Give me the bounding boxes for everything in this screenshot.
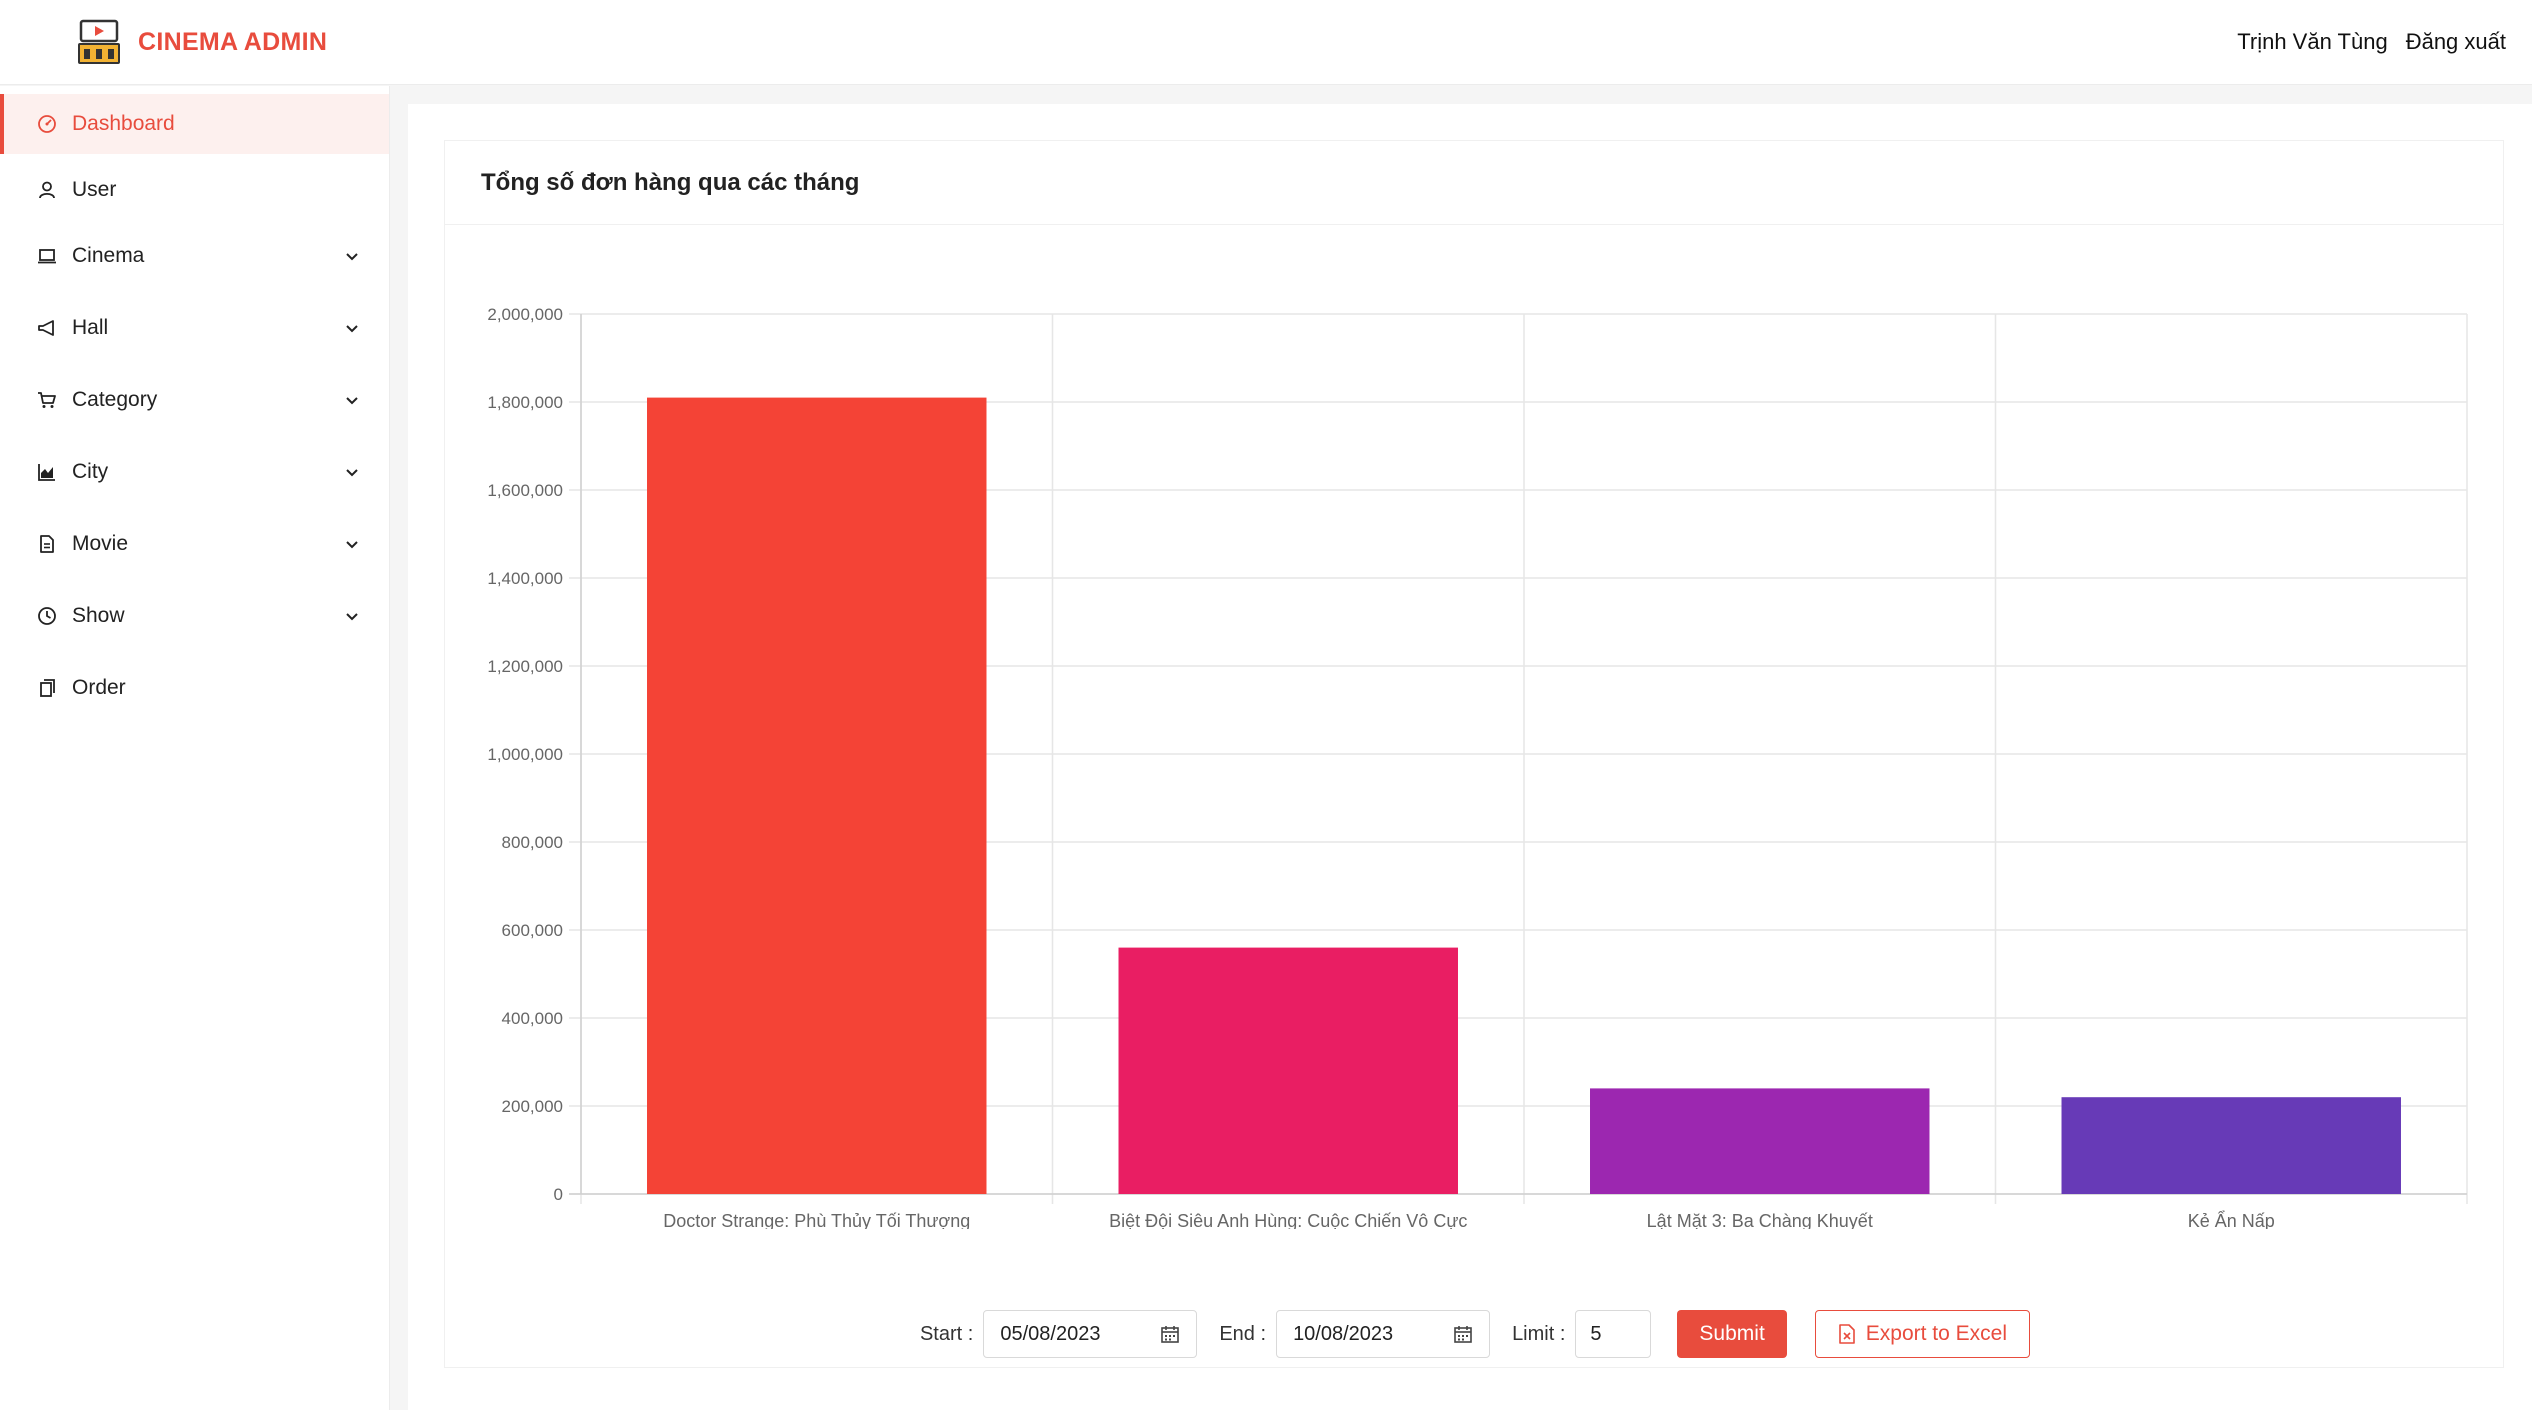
y-tick-label: 0 [554,1185,563,1204]
sidebar-item-city[interactable]: City [0,442,389,502]
export-excel-button[interactable]: Export to Excel [1814,1310,2031,1358]
file-icon [36,533,58,555]
start-label: Start : [919,1322,974,1345]
sidebar-item-label: Hall [72,316,109,339]
y-tick-label: 200,000 [502,1097,563,1116]
chevron-down-icon[interactable] [343,247,361,265]
sidebar-item-label: User [72,178,117,201]
limit-label: Limit : [1512,1322,1566,1345]
y-tick-label: 1,600,000 [487,481,563,500]
end-date-input[interactable] [1293,1322,1444,1346]
card-title: Tổng số đơn hàng qua các tháng [445,141,2503,225]
sidebar-item-label: City [72,460,109,483]
excel-file-icon [1838,1324,1855,1344]
y-tick-label: 1,200,000 [487,657,563,676]
limit-input[interactable] [1590,1322,1639,1346]
y-tick-label: 1,400,000 [487,569,563,588]
megaphone-icon [36,317,58,339]
end-label: End : [1219,1322,1267,1345]
sidebar-item-dashboard[interactable]: Dashboard [0,94,389,154]
bar [1118,947,1458,1194]
y-tick-label: 1,000,000 [487,745,563,764]
bar [2061,1097,2401,1194]
sidebar-item-label: Movie [72,532,129,555]
cart-icon [36,389,58,411]
header-user-area: Trịnh Văn Tùng Đăng xuất [2237,29,2506,55]
start-date-input[interactable] [1000,1322,1151,1346]
calendar-icon[interactable] [1453,1324,1473,1344]
bar [1590,1088,1930,1194]
sidebar-item-order[interactable]: Order [0,658,389,718]
orders-chart-card: Tổng số đơn hàng qua các tháng 0 200,000 4… [444,140,2504,1368]
chevron-down-icon[interactable] [343,319,361,337]
sidebar-item-label: Category [72,388,158,411]
y-tick-label: 2,000,000 [487,305,563,324]
main-content: Tổng số đơn hàng qua các tháng 0 200,000 4… [408,104,2532,1410]
chevron-down-icon[interactable] [343,463,361,481]
sidebar-item-label: Dashboard [72,112,175,135]
area-chart-icon [36,461,58,483]
chevron-down-icon[interactable] [343,391,361,409]
y-tick-label: 1,800,000 [487,393,563,412]
bar-chart: 0 200,000 400,000 600,000 800,000 1,000,000 1,… [445,229,2505,1229]
x-tick-label: Biệt Đội Siêu Anh Hùng: Cuộc Chiến Vô Cự… [1109,1211,1467,1229]
calendar-icon[interactable] [1160,1324,1180,1344]
x-tick-label: Kẻ Ẩn Nấp [2188,1210,2275,1229]
limit-field[interactable] [1575,1310,1652,1358]
sidebar-item-label: Order [72,676,126,699]
user-icon [36,179,58,201]
y-tick-label: 400,000 [502,1009,563,1028]
laptop-icon [36,245,58,267]
start-date-picker[interactable] [983,1310,1198,1358]
dashboard-icon [36,113,58,135]
cinema-logo-icon [78,19,120,64]
sidebar-item-label: Cinema [72,244,145,267]
copy-icon [36,677,58,699]
clock-icon [36,605,58,627]
brand[interactable]: CINEMA ADMIN [78,19,327,65]
bar-chart-svg: 0 200,000 400,000 600,000 800,000 1,000,000 1,… [487,305,2468,1229]
sidebar-item-category[interactable]: Category [0,370,389,430]
top-header: CINEMA ADMIN Trịnh Văn Tùng Đăng xuất [0,0,2532,85]
end-date-picker[interactable] [1276,1310,1491,1358]
sidebar-item-hall[interactable]: Hall [0,298,389,358]
logout-link[interactable]: Đăng xuất [2405,29,2506,54]
sidebar-item-movie[interactable]: Movie [0,514,389,574]
sidebar-item-label: Show [72,604,125,627]
bar [647,397,987,1195]
submit-button[interactable]: Submit [1677,1310,1787,1358]
sidebar-item-cinema[interactable]: Cinema [0,226,389,286]
x-tick-label: Doctor Strange: Phù Thủy Tối Thượng [663,1211,970,1229]
sidebar-item-user[interactable]: User [0,160,389,220]
chevron-down-icon[interactable] [343,607,361,625]
filter-controls: Start : End : Limit : Submit Export to E… [445,1309,2505,1359]
x-tick-label: Lật Mặt 3: Ba Chàng Khuyết [1647,1211,1873,1229]
export-label: Export to Excel [1865,1322,2008,1345]
y-tick-label: 600,000 [502,921,563,940]
y-tick-label: 800,000 [502,833,563,852]
user-name[interactable]: Trịnh Văn Tùng [2237,29,2388,54]
sidebar: Dashboard User Cinema Hall Category City [0,86,390,1410]
brand-title: CINEMA ADMIN [138,27,328,56]
chevron-down-icon[interactable] [343,535,361,553]
sidebar-item-show[interactable]: Show [0,586,389,646]
